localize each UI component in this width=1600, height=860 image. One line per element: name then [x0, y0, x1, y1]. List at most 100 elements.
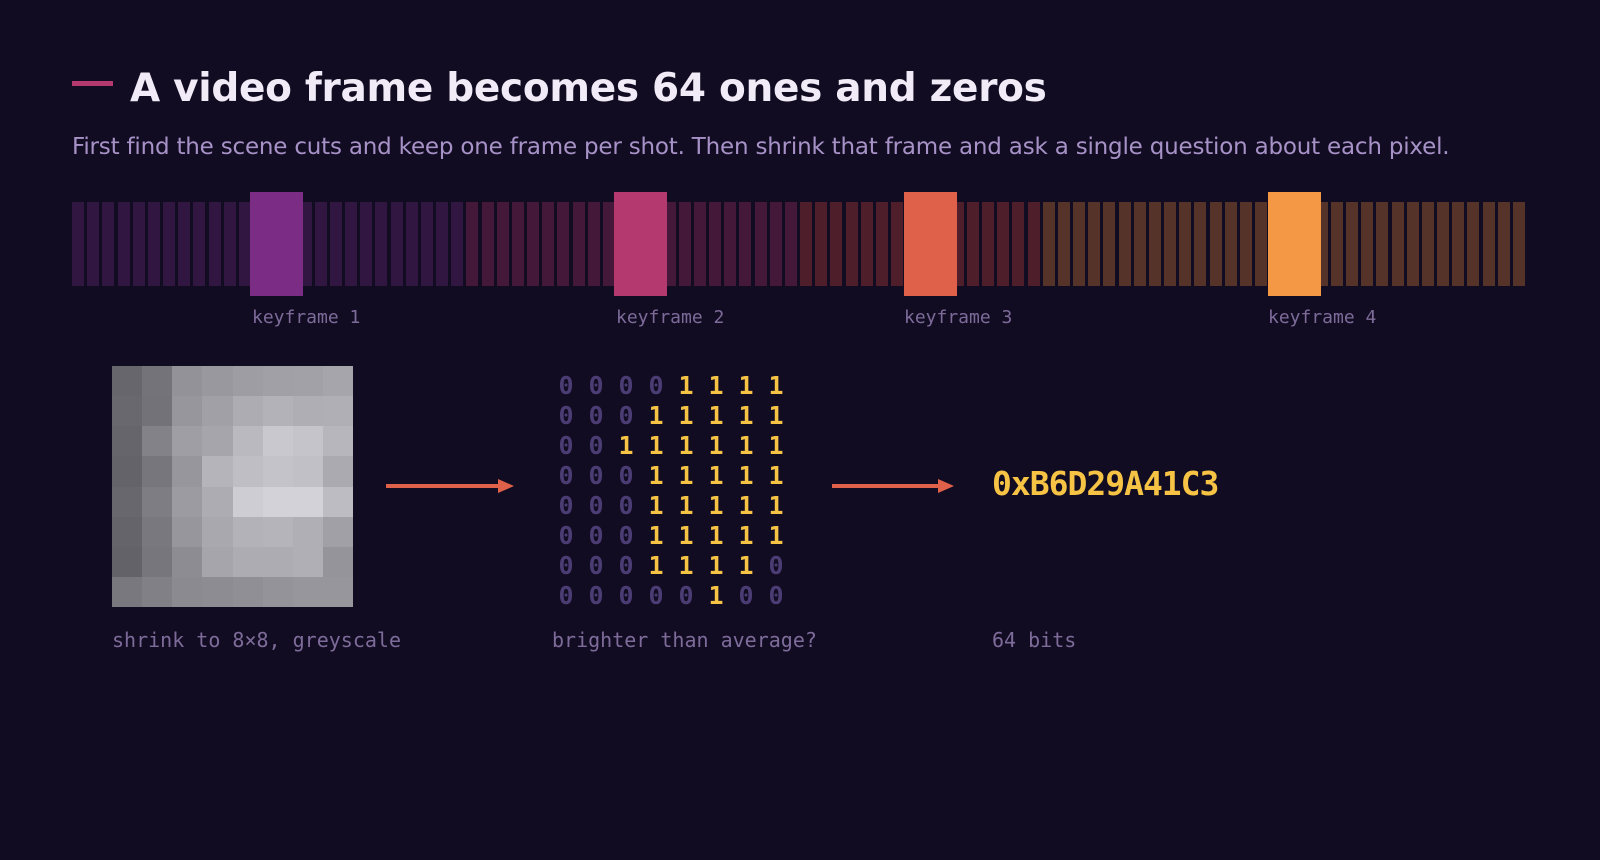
bit-cell: 0 [618, 371, 634, 400]
frame-tick [1179, 202, 1192, 286]
bit-cell: 1 [648, 431, 664, 460]
bit-cell: 1 [768, 401, 784, 430]
frame-tick [496, 202, 509, 286]
thumbnail-pixel [112, 426, 143, 457]
thumbnail-pixel [232, 456, 263, 487]
thumbnail-pixel [112, 396, 143, 427]
bit-cell: 1 [708, 401, 724, 430]
thumbnail-pixel [292, 516, 323, 547]
thumbnail-pixel [322, 456, 353, 487]
frame-tick [1012, 202, 1025, 286]
frame-tick [1497, 202, 1510, 286]
thumbnail-pixel [292, 396, 323, 427]
frame-tick [1391, 202, 1404, 286]
thumbnail-pixel [202, 456, 233, 487]
frame-tick [997, 202, 1010, 286]
bit-cell: 1 [738, 491, 754, 520]
frame-tick [132, 202, 145, 286]
thumbnail-pixel [202, 486, 233, 517]
bit-cell: 1 [648, 491, 664, 520]
frame-tick [1209, 202, 1222, 286]
bit-cell: 0 [618, 551, 634, 580]
bit-cell: 1 [738, 461, 754, 490]
frame-tick [208, 202, 221, 286]
thumbnail-pixel [292, 486, 323, 517]
bit-cell: 1 [708, 431, 724, 460]
bit-cell: 0 [768, 581, 784, 610]
bit-cell: 1 [708, 581, 724, 610]
title-accent-bar [72, 81, 113, 86]
frame-tick [693, 202, 706, 286]
thumbnail-pixel [172, 426, 203, 457]
greyscale-thumbnail [112, 366, 353, 607]
hash-value: 0xB6D29A41C3 [992, 464, 1219, 503]
keyframe-1 [250, 192, 303, 296]
bit-cell: 1 [618, 431, 634, 460]
thumbnail-pixel [142, 426, 173, 457]
bit-cell: 1 [678, 521, 694, 550]
bit-cell: 0 [558, 461, 574, 490]
bit-cell: 0 [588, 401, 604, 430]
frame-tick [117, 202, 130, 286]
thumbnail-pixel [262, 426, 293, 457]
thumbnail-pixel [172, 486, 203, 517]
frame-tick [390, 202, 403, 286]
frame-tick [1148, 202, 1161, 286]
bit-cell: 0 [648, 581, 664, 610]
thumbnail-pixel [142, 516, 173, 547]
bit-cell: 0 [738, 581, 754, 610]
frame-tick [375, 202, 388, 286]
bit-cell: 1 [768, 521, 784, 550]
frame-tick [875, 202, 888, 286]
bit-cell: 0 [618, 521, 634, 550]
bit-cell: 0 [648, 371, 664, 400]
thumbnail-pixel [292, 366, 323, 397]
frame-tick [436, 202, 448, 286]
frame-tick [709, 202, 721, 286]
frame-tick [147, 202, 160, 286]
bit-cell: 1 [678, 461, 694, 490]
hash-caption: 64 bits [992, 628, 1077, 652]
frame-tick [1346, 202, 1358, 286]
arrow-right-icon [832, 479, 954, 493]
thumbnail-pixel [202, 366, 233, 397]
thumbnail-pixel [202, 426, 233, 457]
frame-tick [329, 202, 342, 286]
keyframe-2-label: keyframe 2 [616, 307, 725, 328]
frame-tick [527, 202, 539, 286]
thumbnail-caption: shrink to 8×8, greyscale [112, 628, 401, 652]
frame-tick [420, 202, 433, 286]
thumbnail-pixel [112, 576, 143, 607]
thumbnail-pixel [172, 366, 203, 397]
thumbnail-pixel [262, 576, 293, 607]
frame-tick [178, 202, 191, 286]
thumbnail-pixel [172, 456, 203, 487]
bit-cell: 1 [678, 551, 694, 580]
thumbnail-pixel [112, 456, 143, 487]
bit-cell: 0 [588, 521, 604, 550]
thumbnail-pixel [142, 546, 173, 577]
frame-tick [891, 202, 903, 286]
threshold-caption: brighter than average? [552, 628, 817, 652]
bit-cell: 1 [768, 431, 784, 460]
frame-tick [557, 202, 570, 286]
thumbnail-pixel [172, 516, 203, 547]
thumbnail-pixel [232, 546, 263, 577]
frame-tick [360, 202, 373, 286]
frame-tick [1330, 202, 1343, 286]
bit-cell: 0 [618, 461, 634, 490]
frame-tick [966, 202, 979, 286]
keyframe-4-label: keyframe 4 [1268, 307, 1377, 328]
thumbnail-pixel [142, 486, 173, 517]
frame-tick [739, 202, 752, 286]
bit-cell: 0 [558, 551, 574, 580]
frame-tick [830, 202, 843, 286]
frame-tick [1057, 202, 1070, 286]
bit-cell: 0 [588, 491, 604, 520]
keyframe-3-label: keyframe 3 [904, 307, 1013, 328]
frame-tick [1467, 202, 1480, 286]
bit-cell: 1 [648, 551, 664, 580]
keyframe-1-label: keyframe 1 [252, 307, 361, 328]
bit-cell: 0 [618, 401, 634, 430]
